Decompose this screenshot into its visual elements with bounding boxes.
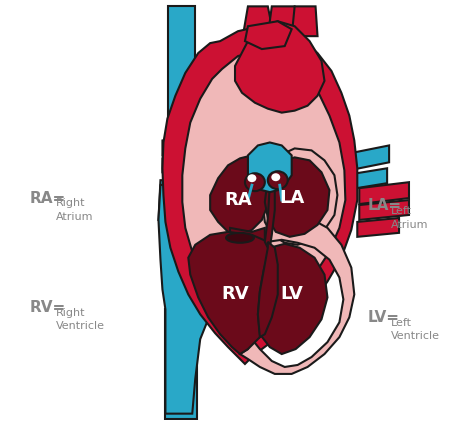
Polygon shape bbox=[339, 145, 389, 172]
Ellipse shape bbox=[268, 171, 288, 189]
Polygon shape bbox=[235, 21, 325, 113]
Polygon shape bbox=[242, 6, 275, 41]
Polygon shape bbox=[357, 218, 399, 237]
Polygon shape bbox=[345, 168, 387, 190]
Polygon shape bbox=[248, 142, 292, 192]
Text: LA=: LA= bbox=[367, 197, 401, 213]
Text: Left
Ventricle: Left Ventricle bbox=[391, 317, 440, 341]
Text: Left
Atrium: Left Atrium bbox=[391, 206, 428, 229]
Polygon shape bbox=[188, 232, 278, 354]
Polygon shape bbox=[168, 6, 195, 185]
Text: RV=: RV= bbox=[29, 300, 65, 315]
Polygon shape bbox=[263, 149, 337, 245]
Ellipse shape bbox=[245, 173, 265, 191]
Text: LV=: LV= bbox=[367, 310, 399, 325]
Text: RA=: RA= bbox=[29, 191, 65, 205]
Polygon shape bbox=[359, 182, 409, 204]
Polygon shape bbox=[268, 6, 300, 36]
Polygon shape bbox=[163, 26, 357, 364]
Polygon shape bbox=[165, 309, 197, 418]
Polygon shape bbox=[258, 244, 328, 354]
Polygon shape bbox=[158, 180, 205, 220]
Polygon shape bbox=[260, 155, 275, 248]
Text: Right
Atrium: Right Atrium bbox=[56, 198, 93, 221]
Polygon shape bbox=[210, 125, 349, 190]
Ellipse shape bbox=[226, 233, 254, 243]
Polygon shape bbox=[240, 215, 354, 374]
Text: RA: RA bbox=[224, 191, 252, 209]
Ellipse shape bbox=[247, 174, 256, 182]
Text: LA: LA bbox=[279, 189, 304, 207]
Polygon shape bbox=[163, 131, 218, 155]
Text: RV: RV bbox=[221, 285, 249, 304]
Polygon shape bbox=[230, 228, 265, 245]
Polygon shape bbox=[158, 175, 215, 414]
Polygon shape bbox=[359, 200, 409, 220]
Text: Right
Ventricle: Right Ventricle bbox=[56, 308, 105, 331]
Polygon shape bbox=[258, 242, 278, 337]
Polygon shape bbox=[175, 106, 218, 131]
Polygon shape bbox=[292, 6, 318, 36]
Text: LV: LV bbox=[280, 285, 303, 304]
Polygon shape bbox=[182, 51, 346, 331]
Polygon shape bbox=[265, 157, 329, 237]
Polygon shape bbox=[163, 150, 218, 172]
Polygon shape bbox=[210, 155, 270, 235]
Polygon shape bbox=[245, 21, 292, 49]
Ellipse shape bbox=[271, 173, 280, 181]
